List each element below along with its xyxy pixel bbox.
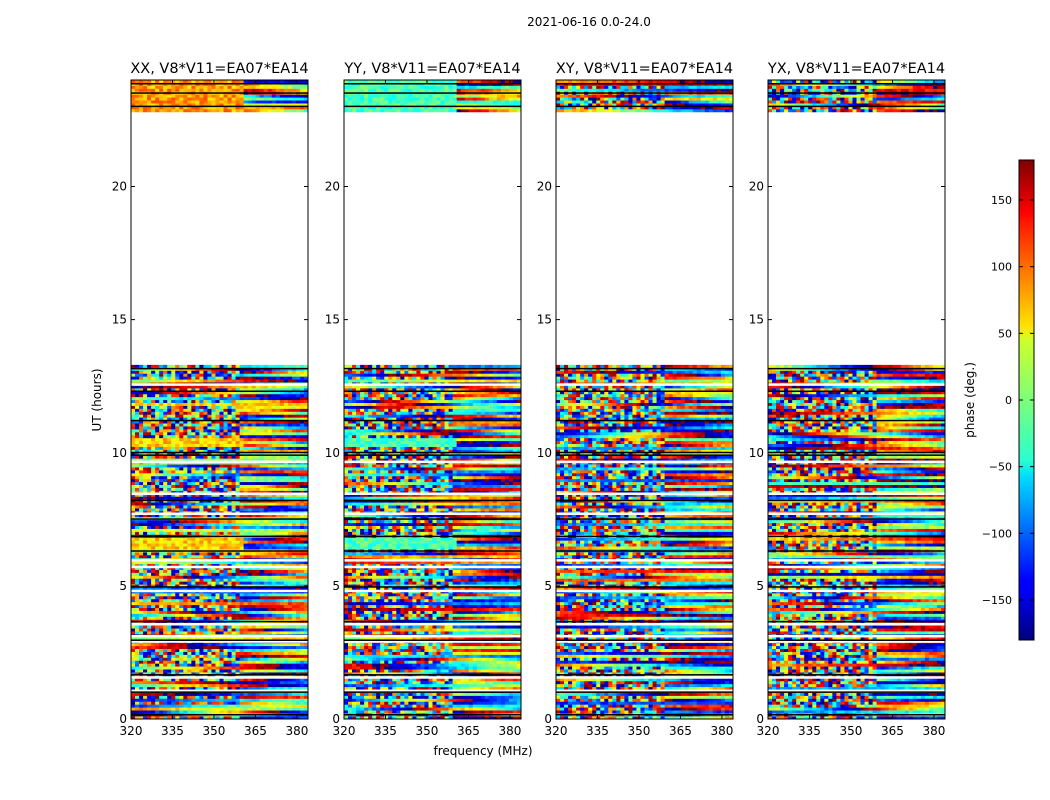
- y-tick-label: 20: [112, 180, 127, 194]
- x-tick-label: 320: [757, 724, 780, 738]
- colorbar: −150 −100 −50 0 50 100 150 phase (deg.): [963, 159, 1035, 641]
- x-tick-label: 335: [161, 724, 184, 738]
- y-tick-label: 15: [112, 313, 127, 327]
- x-tick-label: 350: [203, 724, 226, 738]
- panel-frame: [555, 79, 734, 720]
- x-tick-label: 350: [628, 724, 651, 738]
- y-tick-label: 0: [119, 712, 127, 726]
- y-tick-label: 10: [749, 446, 764, 460]
- colorbar-tick-label: 100: [991, 261, 1012, 274]
- y-tick-label: 15: [537, 313, 552, 327]
- x-tick-label: 365: [244, 724, 267, 738]
- x-tick-label: 365: [669, 724, 692, 738]
- x-tick-label: 320: [545, 724, 568, 738]
- heatmap-cells: [768, 80, 945, 719]
- x-tick-label: 335: [374, 724, 397, 738]
- y-tick-label: 5: [119, 579, 127, 593]
- panel-title: XY, V8*V11=EA07*EA14: [556, 61, 733, 77]
- panel-title: YX, V8*V11=EA07*EA14: [767, 61, 945, 77]
- y-tick-label: 10: [325, 446, 340, 460]
- x-tick-label: 335: [798, 724, 821, 738]
- x-tick-label: 380: [710, 724, 733, 738]
- x-tick-label: 350: [840, 724, 863, 738]
- panel-frame: [130, 79, 309, 720]
- x-axis-label: frequency (MHz): [433, 744, 532, 758]
- y-axis-label: UT (hours): [90, 368, 104, 431]
- colorbar-tick-label: −100: [982, 527, 1012, 540]
- heatmap-cells: [131, 80, 308, 719]
- y-tick-label: 15: [749, 313, 764, 327]
- y-tick-label: 20: [749, 180, 764, 194]
- y-tick-label: 15: [325, 313, 340, 327]
- colorbar-tick-label: 0: [1005, 394, 1012, 407]
- x-tick-label: 380: [498, 724, 521, 738]
- y-tick-label: 10: [112, 446, 127, 460]
- panel-title: XX, V8*V11=EA07*EA14: [130, 61, 308, 77]
- panel-title: YY, V8*V11=EA07*EA14: [343, 61, 520, 77]
- panel-yy-1: YY, V8*V11=EA07*EA14 320 335 350 365 380 0 5 10 1…: [325, 61, 522, 738]
- figure-suptitle: 2021-06-16 0.0-24.0: [527, 15, 651, 29]
- y-tick-label: 5: [756, 579, 764, 593]
- y-tick-label: 0: [756, 712, 764, 726]
- y-tick-label: 5: [332, 579, 340, 593]
- panel-cross-3: YX, V8*V11=EA07*EA14 320 335 350 365 380 0 5 10 1…: [749, 61, 946, 738]
- y-tick-label: 10: [537, 446, 552, 460]
- panel-cross-2: XY, V8*V11=EA07*EA14 320 335 350 365 380 0 5 10 1…: [537, 61, 734, 738]
- y-tick-label: 20: [537, 180, 552, 194]
- panel-frame: [343, 79, 522, 720]
- colorbar-tick-label: −150: [982, 594, 1012, 607]
- x-tick-label: 380: [922, 724, 945, 738]
- x-tick-label: 365: [881, 724, 904, 738]
- x-tick-label: 320: [120, 724, 143, 738]
- x-tick-label: 320: [333, 724, 356, 738]
- colorbar-tick-label: 150: [991, 194, 1012, 207]
- heatmap-cells: [556, 80, 733, 719]
- colorbar-tick-label: 50: [998, 327, 1012, 340]
- x-tick-label: 350: [416, 724, 439, 738]
- panel-xx-0: XX, V8*V11=EA07*EA14 320 335 350 365 380 0 5 10 1…: [112, 61, 309, 738]
- x-tick-label: 380: [285, 724, 308, 738]
- colorbar-tick-label: −50: [989, 461, 1012, 474]
- panel-frame: [767, 79, 946, 720]
- y-tick-label: 0: [544, 712, 552, 726]
- y-tick-label: 0: [332, 712, 340, 726]
- y-tick-label: 20: [325, 180, 340, 194]
- x-tick-label: 365: [457, 724, 480, 738]
- colorbar-label: phase (deg.): [963, 362, 977, 438]
- x-tick-label: 335: [586, 724, 609, 738]
- y-tick-label: 5: [544, 579, 552, 593]
- heatmap-cells: [344, 80, 521, 719]
